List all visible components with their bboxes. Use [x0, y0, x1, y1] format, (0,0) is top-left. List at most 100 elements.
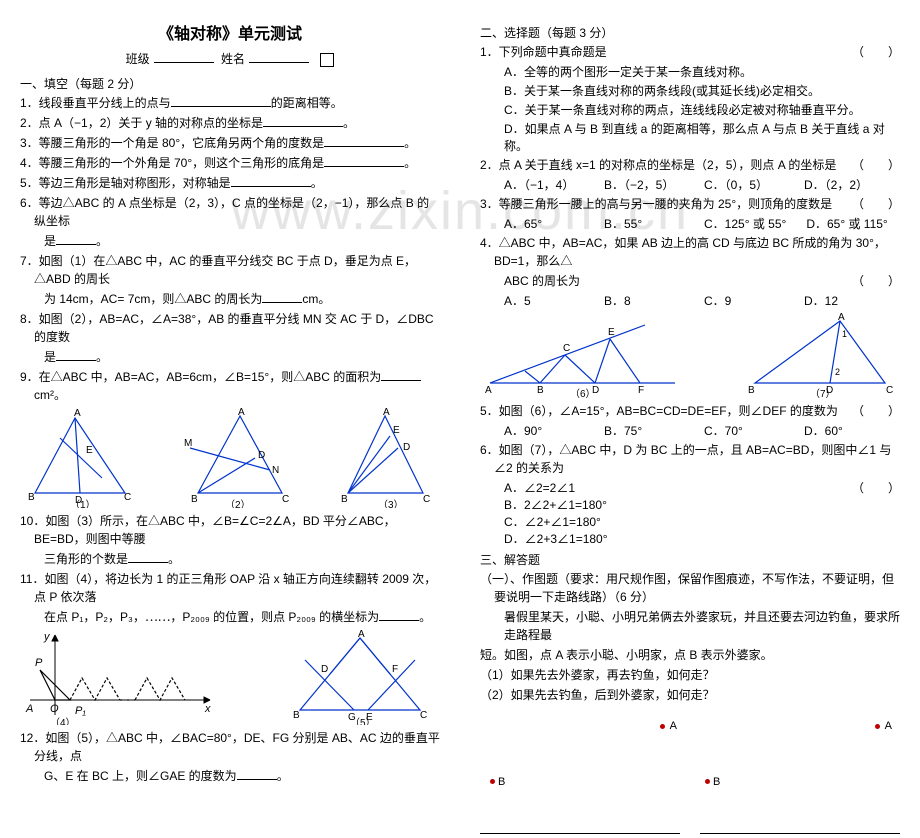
svg-text:N: N — [272, 465, 279, 476]
svg-text:A: A — [383, 408, 390, 418]
q5: 5．等边三角形是轴对称图形，对称轴是。 — [20, 174, 440, 192]
svg-text:D: D — [403, 442, 410, 453]
rq3: 3．等腰三角形一腰上的高与另一腰的夹角为 25°，则顶角的度数是（ ） — [480, 195, 900, 213]
svg-text:E: E — [393, 425, 400, 436]
right-page: 二、选择题（每题 3 分） 1．下列命题中真命题是（ ） A．全等的两个图形一定… — [460, 0, 920, 650]
svg-text:（3）: （3） — [378, 499, 404, 508]
section-fill: 一、填空（每题 2 分） — [20, 75, 440, 92]
q2: 2．点 A（−1，2）关于 y 轴的对称点的坐标是。 — [20, 114, 440, 132]
figures-row-r: A B C D E F （6） A B C D 1 2 （7） — [480, 313, 900, 398]
label-a1: A — [670, 720, 677, 732]
svg-text:A: A — [838, 313, 845, 323]
point-b2 — [705, 779, 710, 784]
point-b1 — [490, 779, 495, 784]
left-page: 《轴对称》单元测试 班级 姓名 一、填空（每题 2 分） 1．线段垂直平分线上的… — [0, 0, 460, 650]
svg-text:（6）: （6） — [570, 388, 596, 398]
label-b2: B — [713, 776, 720, 788]
svg-text:B: B — [537, 385, 544, 396]
q6b: 是。 — [20, 232, 440, 250]
svg-text:C: C — [420, 710, 427, 721]
answer-blank-1 — [480, 814, 680, 834]
rq6: 6．如图（7），△ABC 中，D 为 BC 上的一点，且 AB=AC=BD，则图… — [480, 441, 900, 477]
svg-text:B: B — [293, 710, 300, 721]
exam-title: 《轴对称》单元测试 — [20, 20, 440, 44]
rq4: 4．△ABC 中，AB=AC，如果 AB 边上的高 CD 与底边 BC 所成的角… — [480, 234, 900, 270]
svg-text:M: M — [184, 438, 192, 449]
q7: 7．如图（1）在△ABC 中，AC 的垂直平分线交 BC 于点 D，垂足为点 E… — [20, 252, 440, 288]
svg-text:A: A — [485, 385, 492, 396]
q6: 6．等边△ABC 的 A 点坐标是（2，3），C 点的坐标是（2，−1），那么点… — [20, 194, 440, 230]
label-a2: A — [885, 720, 892, 732]
rq4-choices: A．5 B．8 C．9 D．12 — [480, 292, 900, 309]
q8b: 是。 — [20, 348, 440, 366]
rq2-choices: A．（−1，4） B．（−2，5） C．（0，5） D．（2，2） — [480, 176, 900, 193]
fig6: A B C D E F （6） — [480, 313, 680, 398]
svg-text:F: F — [638, 385, 644, 396]
fig4: P A O P₁ x y （4） — [20, 630, 220, 725]
svg-text:（4）: （4） — [50, 717, 76, 725]
point-box-2: A B — [695, 714, 900, 794]
figures-row-1: A B C D E （1） A B C D M N （2） — [20, 408, 440, 508]
q9: 9．在△ABC 中，AB=AC，AB=6cm，∠B=15°，则△ABC 的面积为… — [20, 368, 440, 404]
svg-text:C: C — [886, 385, 893, 396]
q7b: 为 14cm，AC= 7cm，则△ABC 的周长为cm。 — [20, 290, 440, 308]
answer-blanks — [480, 804, 900, 838]
svg-text:（7）: （7） — [810, 388, 836, 398]
class-label: 班级 — [126, 52, 150, 66]
svg-text:P₁: P₁ — [75, 705, 86, 717]
svg-text:B: B — [191, 494, 198, 505]
fig3: A B C D E （3） — [330, 408, 440, 508]
subq2: （2）如果先去钓鱼，后到外婆家，如何走？ — [480, 686, 900, 704]
meta-line: 班级 姓名 — [20, 50, 440, 67]
fig5: A B C D E F G （5） — [280, 630, 440, 725]
scenario2: 短。如图，点 A 表示小聪、小明家，点 B 表示外婆家。 — [480, 646, 900, 664]
svg-text:1: 1 — [842, 329, 847, 339]
svg-text:2: 2 — [835, 367, 840, 377]
q10b: 三角形的个数是。 — [20, 550, 440, 568]
rq5: 5．如图（6），∠A=15°，AB=BC=CD=DE=EF，则∠DEF 的度数为… — [480, 402, 900, 420]
rq2: 2．点 A 关于直线 x=1 的对称点的坐标是（2，5），则点 A 的坐标是（ … — [480, 156, 900, 174]
q8: 8．如图（2），AB=AC，∠A=38°，AB 的垂直平分线 MN 交 AC 于… — [20, 310, 440, 346]
svg-text:y: y — [43, 631, 51, 643]
answer-blank-2 — [700, 814, 900, 834]
rq3-choices: A．65° B．55° C．125° 或 55° D．65° 或 115° — [480, 215, 900, 232]
q3: 3．等腰三角形的一个角是 80°，它底角另两个角的度数是。 — [20, 134, 440, 152]
svg-text:（2）: （2） — [225, 499, 251, 508]
svg-text:C: C — [124, 492, 131, 503]
points-row: A B A B — [480, 714, 900, 794]
fig2: A B C D M N （2） — [170, 408, 300, 508]
q10: 10．如图（3）所示，在△ABC 中，∠B=∠C=2∠A，BD 平分∠ABC，B… — [20, 512, 440, 548]
svg-text:（5）: （5） — [350, 717, 376, 725]
svg-text:A: A — [238, 408, 245, 418]
svg-text:A: A — [74, 408, 81, 419]
q12b: G、E 在 BC 上，则∠GAE 的度数为。 — [20, 767, 440, 785]
rq1: 1．下列命题中真命题是（ ） — [480, 43, 900, 61]
fig1: A B C D E （1） — [20, 408, 140, 508]
q12: 12．如图（5），△ABC 中，∠BAC=80°，DE、FG 分别是 AB、AC… — [20, 729, 440, 765]
fig7: A B C D 1 2 （7） — [740, 313, 900, 398]
svg-text:C: C — [282, 494, 289, 505]
svg-text:O: O — [50, 703, 59, 715]
task-head: （一）、作图题（要求：用尺规作图，保留作图痕迹，不写作法，不要证明，但要说明一下… — [480, 570, 900, 606]
section-choice: 二、选择题（每题 3 分） — [480, 24, 900, 41]
score-box — [320, 53, 334, 67]
name-label: 姓名 — [221, 52, 245, 66]
svg-text:C: C — [563, 343, 570, 354]
rq6-choices: A．∠2=2∠1 B．2∠2+∠1=180° C．∠2+∠1=180° D．∠2… — [480, 479, 852, 547]
point-a1 — [660, 724, 665, 729]
svg-text:（1）: （1） — [70, 499, 96, 508]
svg-text:B: B — [28, 492, 35, 503]
svg-text:P: P — [35, 657, 43, 669]
figures-row-2: P A O P₁ x y （4） A B C D E F G （5） — [20, 630, 440, 725]
svg-text:D: D — [321, 664, 328, 675]
rq1-choices: A．全等的两个图形一定关于某一条直线对称。 B．关于某一条直线对称的两条线段(或… — [480, 63, 900, 154]
point-a2 — [875, 724, 880, 729]
svg-text:B: B — [748, 385, 755, 396]
svg-text:E: E — [608, 327, 615, 338]
svg-text:D: D — [258, 450, 265, 461]
svg-text:A: A — [358, 630, 365, 640]
rq5-choices: A．90° B．75° C．70° D．60° — [480, 422, 900, 439]
scenario1: 暑假里某天，小聪、小明兄弟俩去外婆家玩，并且还要去河边钓鱼，要求所走路程最 — [480, 608, 900, 644]
point-box-1: A B — [480, 714, 685, 794]
rq4b: ABC 的周长为（ ） — [480, 272, 900, 290]
